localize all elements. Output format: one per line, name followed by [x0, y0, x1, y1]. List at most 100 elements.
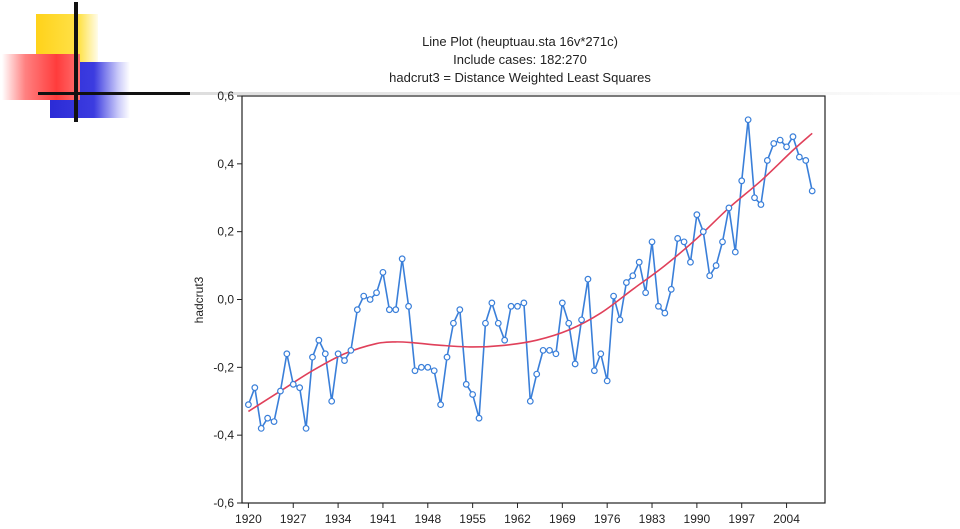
x-tick-label: 1948	[414, 512, 441, 526]
x-tick-label: 1983	[639, 512, 666, 526]
data-point	[789, 133, 797, 141]
data-point	[257, 424, 265, 432]
data-point	[648, 238, 656, 246]
decorative-vertical-line	[74, 2, 78, 122]
data-point	[424, 363, 432, 371]
data-point	[539, 346, 547, 354]
data-point	[385, 306, 393, 314]
data-point	[405, 302, 412, 310]
data-point	[398, 255, 406, 263]
data-point	[680, 238, 688, 246]
data-point	[770, 140, 778, 147]
data-point	[315, 336, 323, 344]
data-point	[245, 401, 252, 409]
data-point	[725, 204, 733, 212]
data-point	[494, 319, 502, 327]
data-point	[507, 302, 515, 310]
data-point	[687, 258, 694, 266]
data-point	[360, 292, 368, 300]
y-tick-label: -0,2	[213, 360, 234, 374]
data-point	[610, 292, 617, 300]
data-point	[437, 401, 445, 409]
series-layer	[245, 116, 816, 432]
data-point	[443, 353, 451, 361]
data-point	[475, 414, 483, 422]
y-tick-label: 0,6	[217, 89, 234, 103]
decorative-fade-line	[190, 92, 960, 95]
x-tick-label: 1920	[235, 512, 262, 526]
data-point	[763, 157, 771, 164]
x-tick-label: 1997	[728, 512, 755, 526]
data-point	[514, 302, 521, 310]
plot-area-frame	[241, 95, 826, 504]
data-point	[590, 367, 598, 375]
x-tick-label: 1962	[504, 512, 531, 526]
y-axis-label: hadcrut3	[192, 276, 206, 323]
x-tick-label: 1941	[370, 512, 397, 526]
data-point	[776, 136, 784, 144]
y-tick-label: 0,0	[217, 293, 234, 307]
data-point	[270, 418, 278, 426]
data-point	[731, 248, 739, 256]
data-point	[392, 306, 400, 314]
data-point	[411, 367, 419, 375]
data-point	[802, 157, 810, 164]
data-point	[328, 397, 336, 405]
series-line-observed	[247, 118, 813, 430]
data-point	[334, 350, 342, 358]
data-point	[341, 357, 348, 364]
data-point	[616, 316, 624, 324]
data-point	[533, 370, 541, 378]
data-point	[469, 391, 477, 398]
data-point	[642, 289, 650, 297]
data-point	[546, 346, 553, 354]
data-point	[501, 336, 509, 344]
data-point	[603, 377, 611, 385]
data-point	[597, 350, 605, 358]
data-point	[283, 350, 291, 358]
data-point	[808, 187, 816, 195]
data-point	[373, 289, 380, 297]
data-point	[622, 279, 630, 286]
chart-subtitle-2: hadcrut3 = Distance Weighted Least Squar…	[389, 70, 651, 85]
data-point	[578, 316, 585, 324]
data-point	[347, 346, 355, 354]
data-point	[366, 296, 374, 303]
data-point	[667, 285, 675, 293]
data-point	[277, 387, 284, 395]
y-axis: 0,6 0,4 0,2 0,0 -0,2 -0,4 -0,6	[213, 89, 242, 510]
data-point	[795, 153, 803, 161]
x-tick-label: 1955	[459, 512, 486, 526]
x-tick-label: 2004	[773, 512, 800, 526]
data-point	[744, 116, 752, 124]
data-point	[379, 268, 387, 276]
data-point	[712, 262, 720, 269]
data-point	[321, 350, 329, 358]
data-point	[526, 397, 534, 405]
data-point	[629, 272, 637, 280]
data-point	[289, 380, 297, 388]
chart-title: Line Plot (heuptuau.sta 16v*271c)	[422, 34, 618, 49]
data-point	[655, 302, 662, 310]
data-point	[783, 143, 790, 151]
data-point	[309, 353, 316, 361]
x-tick-label: 1976	[594, 512, 621, 526]
data-point	[719, 238, 726, 246]
x-axis: 1920 1927 1934 1941 1948 1955 1962 1969 1976 1983…	[235, 503, 800, 526]
data-point	[430, 367, 438, 375]
data-point	[674, 235, 682, 242]
data-point	[565, 319, 573, 327]
data-point	[302, 424, 310, 432]
data-point	[699, 228, 707, 236]
data-point	[693, 211, 701, 219]
x-tick-label: 1927	[280, 512, 307, 526]
data-point	[571, 360, 579, 368]
y-tick-label: 0,2	[217, 225, 234, 239]
data-point	[450, 319, 457, 327]
data-point	[520, 299, 528, 307]
data-point	[757, 201, 765, 208]
data-point	[552, 350, 560, 358]
data-point	[751, 194, 758, 202]
data-point	[706, 272, 714, 280]
data-point	[251, 384, 259, 392]
